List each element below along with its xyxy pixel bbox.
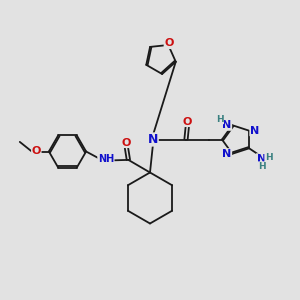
Text: N: N — [222, 120, 232, 130]
Text: H: H — [265, 153, 272, 162]
Text: O: O — [183, 116, 192, 127]
Text: O: O — [121, 137, 131, 148]
Text: O: O — [164, 38, 174, 49]
Text: O: O — [32, 146, 41, 157]
Text: N: N — [222, 149, 232, 159]
Text: N: N — [250, 126, 259, 136]
Text: H: H — [216, 115, 224, 124]
Text: N: N — [256, 154, 266, 164]
Text: NH: NH — [98, 154, 114, 164]
Text: H: H — [258, 162, 266, 171]
Text: N: N — [148, 133, 158, 146]
